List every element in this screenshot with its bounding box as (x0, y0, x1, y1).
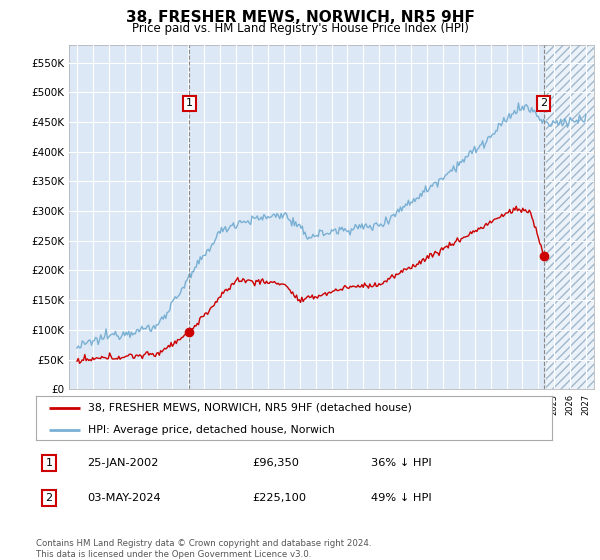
Text: 36% ↓ HPI: 36% ↓ HPI (371, 458, 432, 468)
Text: 2: 2 (46, 493, 52, 503)
Text: £96,350: £96,350 (253, 458, 300, 468)
Text: £225,100: £225,100 (253, 493, 307, 503)
Text: Price paid vs. HM Land Registry's House Price Index (HPI): Price paid vs. HM Land Registry's House … (131, 22, 469, 35)
Text: 1: 1 (186, 99, 193, 108)
Text: HPI: Average price, detached house, Norwich: HPI: Average price, detached house, Norw… (88, 425, 334, 435)
Text: 49% ↓ HPI: 49% ↓ HPI (371, 493, 432, 503)
Text: Contains HM Land Registry data © Crown copyright and database right 2024.
This d: Contains HM Land Registry data © Crown c… (36, 539, 371, 559)
Text: 25-JAN-2002: 25-JAN-2002 (88, 458, 159, 468)
Bar (546, 45, 594, 389)
Text: 38, FRESHER MEWS, NORWICH, NR5 9HF: 38, FRESHER MEWS, NORWICH, NR5 9HF (125, 10, 475, 25)
Text: 1: 1 (46, 458, 52, 468)
Text: 38, FRESHER MEWS, NORWICH, NR5 9HF (detached house): 38, FRESHER MEWS, NORWICH, NR5 9HF (deta… (88, 403, 412, 413)
Text: 2: 2 (540, 99, 547, 108)
Bar (546, 45, 594, 389)
Text: 03-MAY-2024: 03-MAY-2024 (88, 493, 161, 503)
